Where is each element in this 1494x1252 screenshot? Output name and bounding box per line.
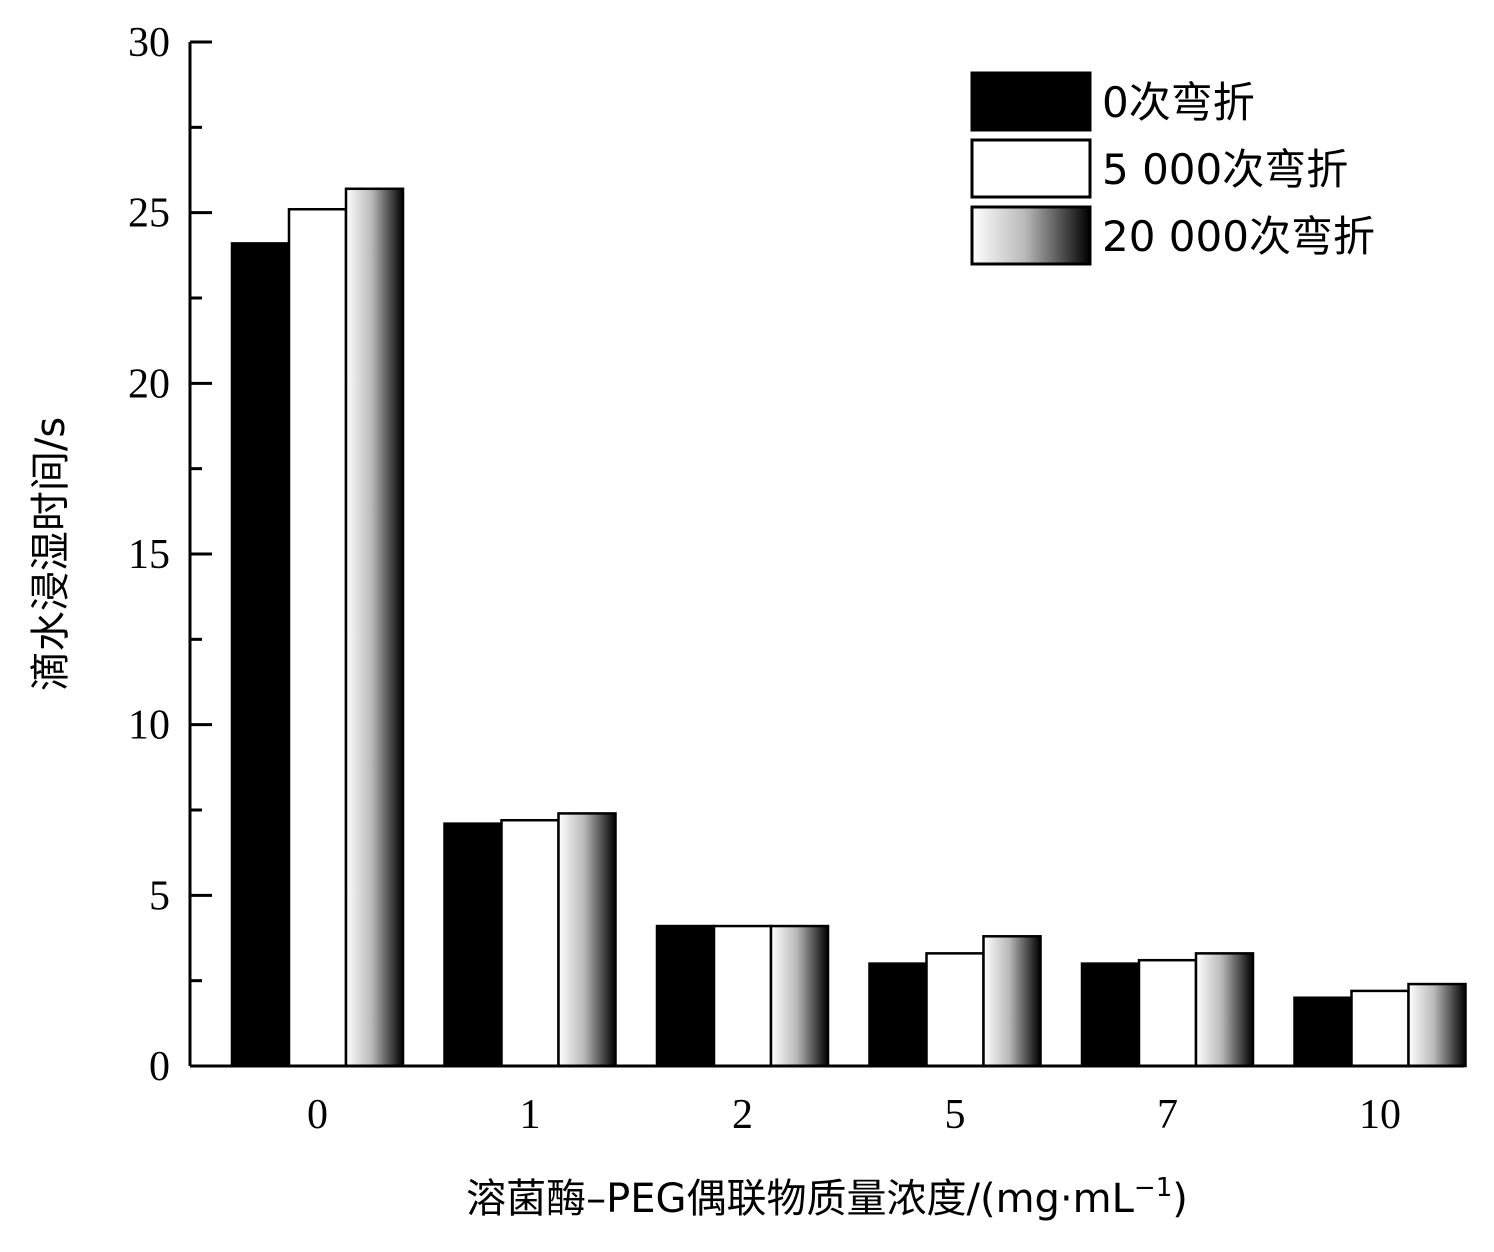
- bar-0-4: [1080, 962, 1141, 1068]
- bar-2-1: [557, 812, 617, 1068]
- x-axis-title-main: 溶菌酶–PEG偶联物质量浓度/(mg·mL: [466, 1176, 1135, 1222]
- bar-2-5: [1407, 982, 1467, 1068]
- x-axis-title-superscript: −1: [1134, 1173, 1172, 1203]
- y-tick-label: 15: [128, 532, 170, 578]
- bar-2-4: [1194, 952, 1255, 1068]
- bar-1-5: [1350, 989, 1410, 1068]
- x-tick-label: 10: [1359, 1092, 1401, 1138]
- y-tick-label: 30: [128, 20, 170, 66]
- bar-0-3: [868, 962, 928, 1068]
- bar-2-0: [344, 187, 405, 1068]
- x-tick-label: 2: [732, 1092, 753, 1138]
- x-tick-label: 7: [1157, 1092, 1178, 1138]
- y-ticks-group: 0 5 10 15 20 25 30: [128, 20, 212, 1090]
- legend-label-0: 0次弯折: [1102, 78, 1255, 127]
- bar-0-5: [1293, 996, 1353, 1068]
- x-axis-title: 溶菌酶–PEG偶联物质量浓度/(mg·mL−1): [466, 1173, 1188, 1222]
- bar-2-2: [769, 924, 830, 1068]
- bar-2-3: [982, 935, 1042, 1068]
- y-tick-label: 0: [149, 1044, 170, 1090]
- y-axis-title: 滴水浸湿时间/s: [28, 417, 74, 691]
- legend-swatch-0: [970, 71, 1092, 132]
- y-tick-label: 10: [128, 703, 170, 749]
- legend-swatch-1: [970, 138, 1092, 199]
- bar-1-0: [287, 208, 348, 1068]
- x-tick-label: 5: [945, 1092, 966, 1138]
- legend-label-1: 5 000次弯折: [1102, 145, 1348, 194]
- x-tick-label: 0: [307, 1092, 328, 1138]
- bar-0-1: [443, 822, 503, 1068]
- bars-group: [230, 187, 1467, 1068]
- y-tick-label: 20: [128, 361, 170, 407]
- bar-0-0: [230, 242, 291, 1068]
- bar-1-4: [1137, 958, 1198, 1068]
- bar-1-2: [712, 924, 773, 1068]
- legend-swatch-2: [970, 205, 1092, 266]
- bar-1-3: [925, 952, 985, 1068]
- legend: 0次弯折 5 000次弯折 20 000次弯折: [970, 71, 1375, 266]
- bar-0-2: [655, 924, 716, 1068]
- bar-1-1: [500, 818, 560, 1068]
- x-tick-label: 1: [520, 1092, 541, 1138]
- legend-label-2: 20 000次弯折: [1102, 212, 1375, 261]
- x-axis-title-tail: ): [1172, 1176, 1188, 1222]
- y-tick-label: 25: [128, 191, 170, 237]
- x-ticks-group: 0 1 2 5 7 10: [307, 1092, 1401, 1138]
- y-tick-label: 5: [149, 873, 170, 919]
